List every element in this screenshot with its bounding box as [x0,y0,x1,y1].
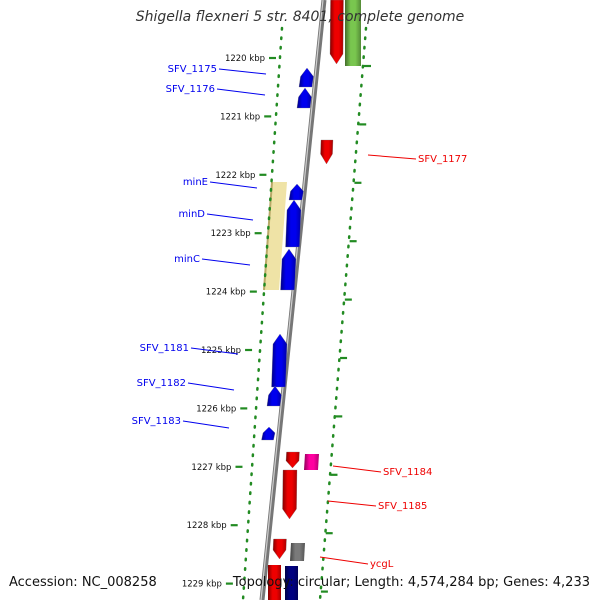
gene-arrow-SFV_1176[interactable] [296,87,312,109]
gene-label-SFV_1177[interactable]: SFV_1177 [418,154,467,165]
gene-arrow-minC[interactable] [280,248,297,291]
ruler-tick-label: 1227 kbp [191,463,231,473]
leader-line-minC [201,258,251,266]
gene-arrow-SFV_1184[interactable] [285,451,300,469]
gene-arrow-SFV_1181[interactable] [271,333,288,388]
leader-line-SFV_1175 [218,68,267,75]
outer-track-dotted-line [318,26,368,600]
gene-arrow-minD[interactable] [285,199,302,248]
gene-label-ycgL[interactable]: ycgL [370,559,394,570]
ruler-tick-label: 1229 kbp [182,580,222,590]
leader-line-SFV_1184 [332,465,382,473]
gene-label-SFV_1185[interactable]: SFV_1185 [378,501,427,512]
gene-arrow-ycgL[interactable] [272,538,287,560]
leader-line-SFV_1182 [187,382,235,391]
leader-line-SFV_1185 [327,500,377,507]
gene-label-SFV_1176[interactable]: SFV_1176 [166,84,215,95]
gene-arrow-SFV_1175[interactable] [298,67,314,88]
leader-line-SFV_1177 [367,154,417,160]
gene-arrow-SFV_1182[interactable] [266,385,282,407]
feature-block-grey[interactable] [290,543,305,561]
leader-line-minE [209,181,258,189]
gene-label-SFV_1183[interactable]: SFV_1183 [132,416,181,427]
ruler-tick-label: 1228 kbp [187,521,227,531]
gene-label-SFV_1182[interactable]: SFV_1182 [137,378,186,389]
gene-arrow-minE[interactable] [288,183,304,201]
feature-block-red-bottom[interactable] [268,565,281,600]
feature-block-green-top[interactable] [345,0,361,66]
genome-summary-text: Topology: circular; Length: 4,574,284 bp… [232,575,590,590]
feature-block-pink[interactable] [304,454,319,470]
feature-arrow-red-top[interactable] [329,0,344,65]
genome-backbone [259,0,327,600]
gene-label-SFV_1181[interactable]: SFV_1181 [140,343,189,354]
leader-line-SFV_1183 [182,420,230,429]
ruler-tick-label: 1225 kbp [201,346,241,356]
leader-line-SFV_1181 [190,347,239,355]
ruler-tick-label: 1223 kbp [211,229,251,239]
gene-label-minD[interactable]: minD [178,209,205,220]
ruler-tick-label: 1222 kbp [215,171,255,181]
genome-title: Shigella flexneri 5 str. 8401, complete … [135,9,465,25]
ruler-tick-label: 1224 kbp [206,288,246,298]
gene-arrow-SFV_1177[interactable] [320,139,334,165]
ruler-tick-label: 1226 kbp [196,404,236,414]
leader-line-minD [206,213,254,221]
min-operon-highlight [263,182,287,290]
gene-arrow-SFV_1185[interactable] [282,469,298,520]
gene-label-SFV_1175[interactable]: SFV_1175 [168,64,217,75]
feature-block-navy-bottom[interactable] [285,566,298,600]
gene-label-minC[interactable]: minC [174,254,200,265]
ruler-tick-label: 1220 kbp [225,54,265,64]
leader-line-ycgL [319,556,369,565]
ruler-tick-label: 1221 kbp [220,112,260,122]
leader-line-SFV_1176 [216,88,266,96]
gene-label-SFV_1184[interactable]: SFV_1184 [383,467,432,478]
inner-track-dotted-line [241,26,284,600]
gene-arrow-SFV_1183[interactable] [261,426,276,441]
gene-label-minE[interactable]: minE [183,177,208,188]
genome-backbone-highlight [260,0,324,600]
accession-text: Accession: NC_008258 [9,575,157,590]
